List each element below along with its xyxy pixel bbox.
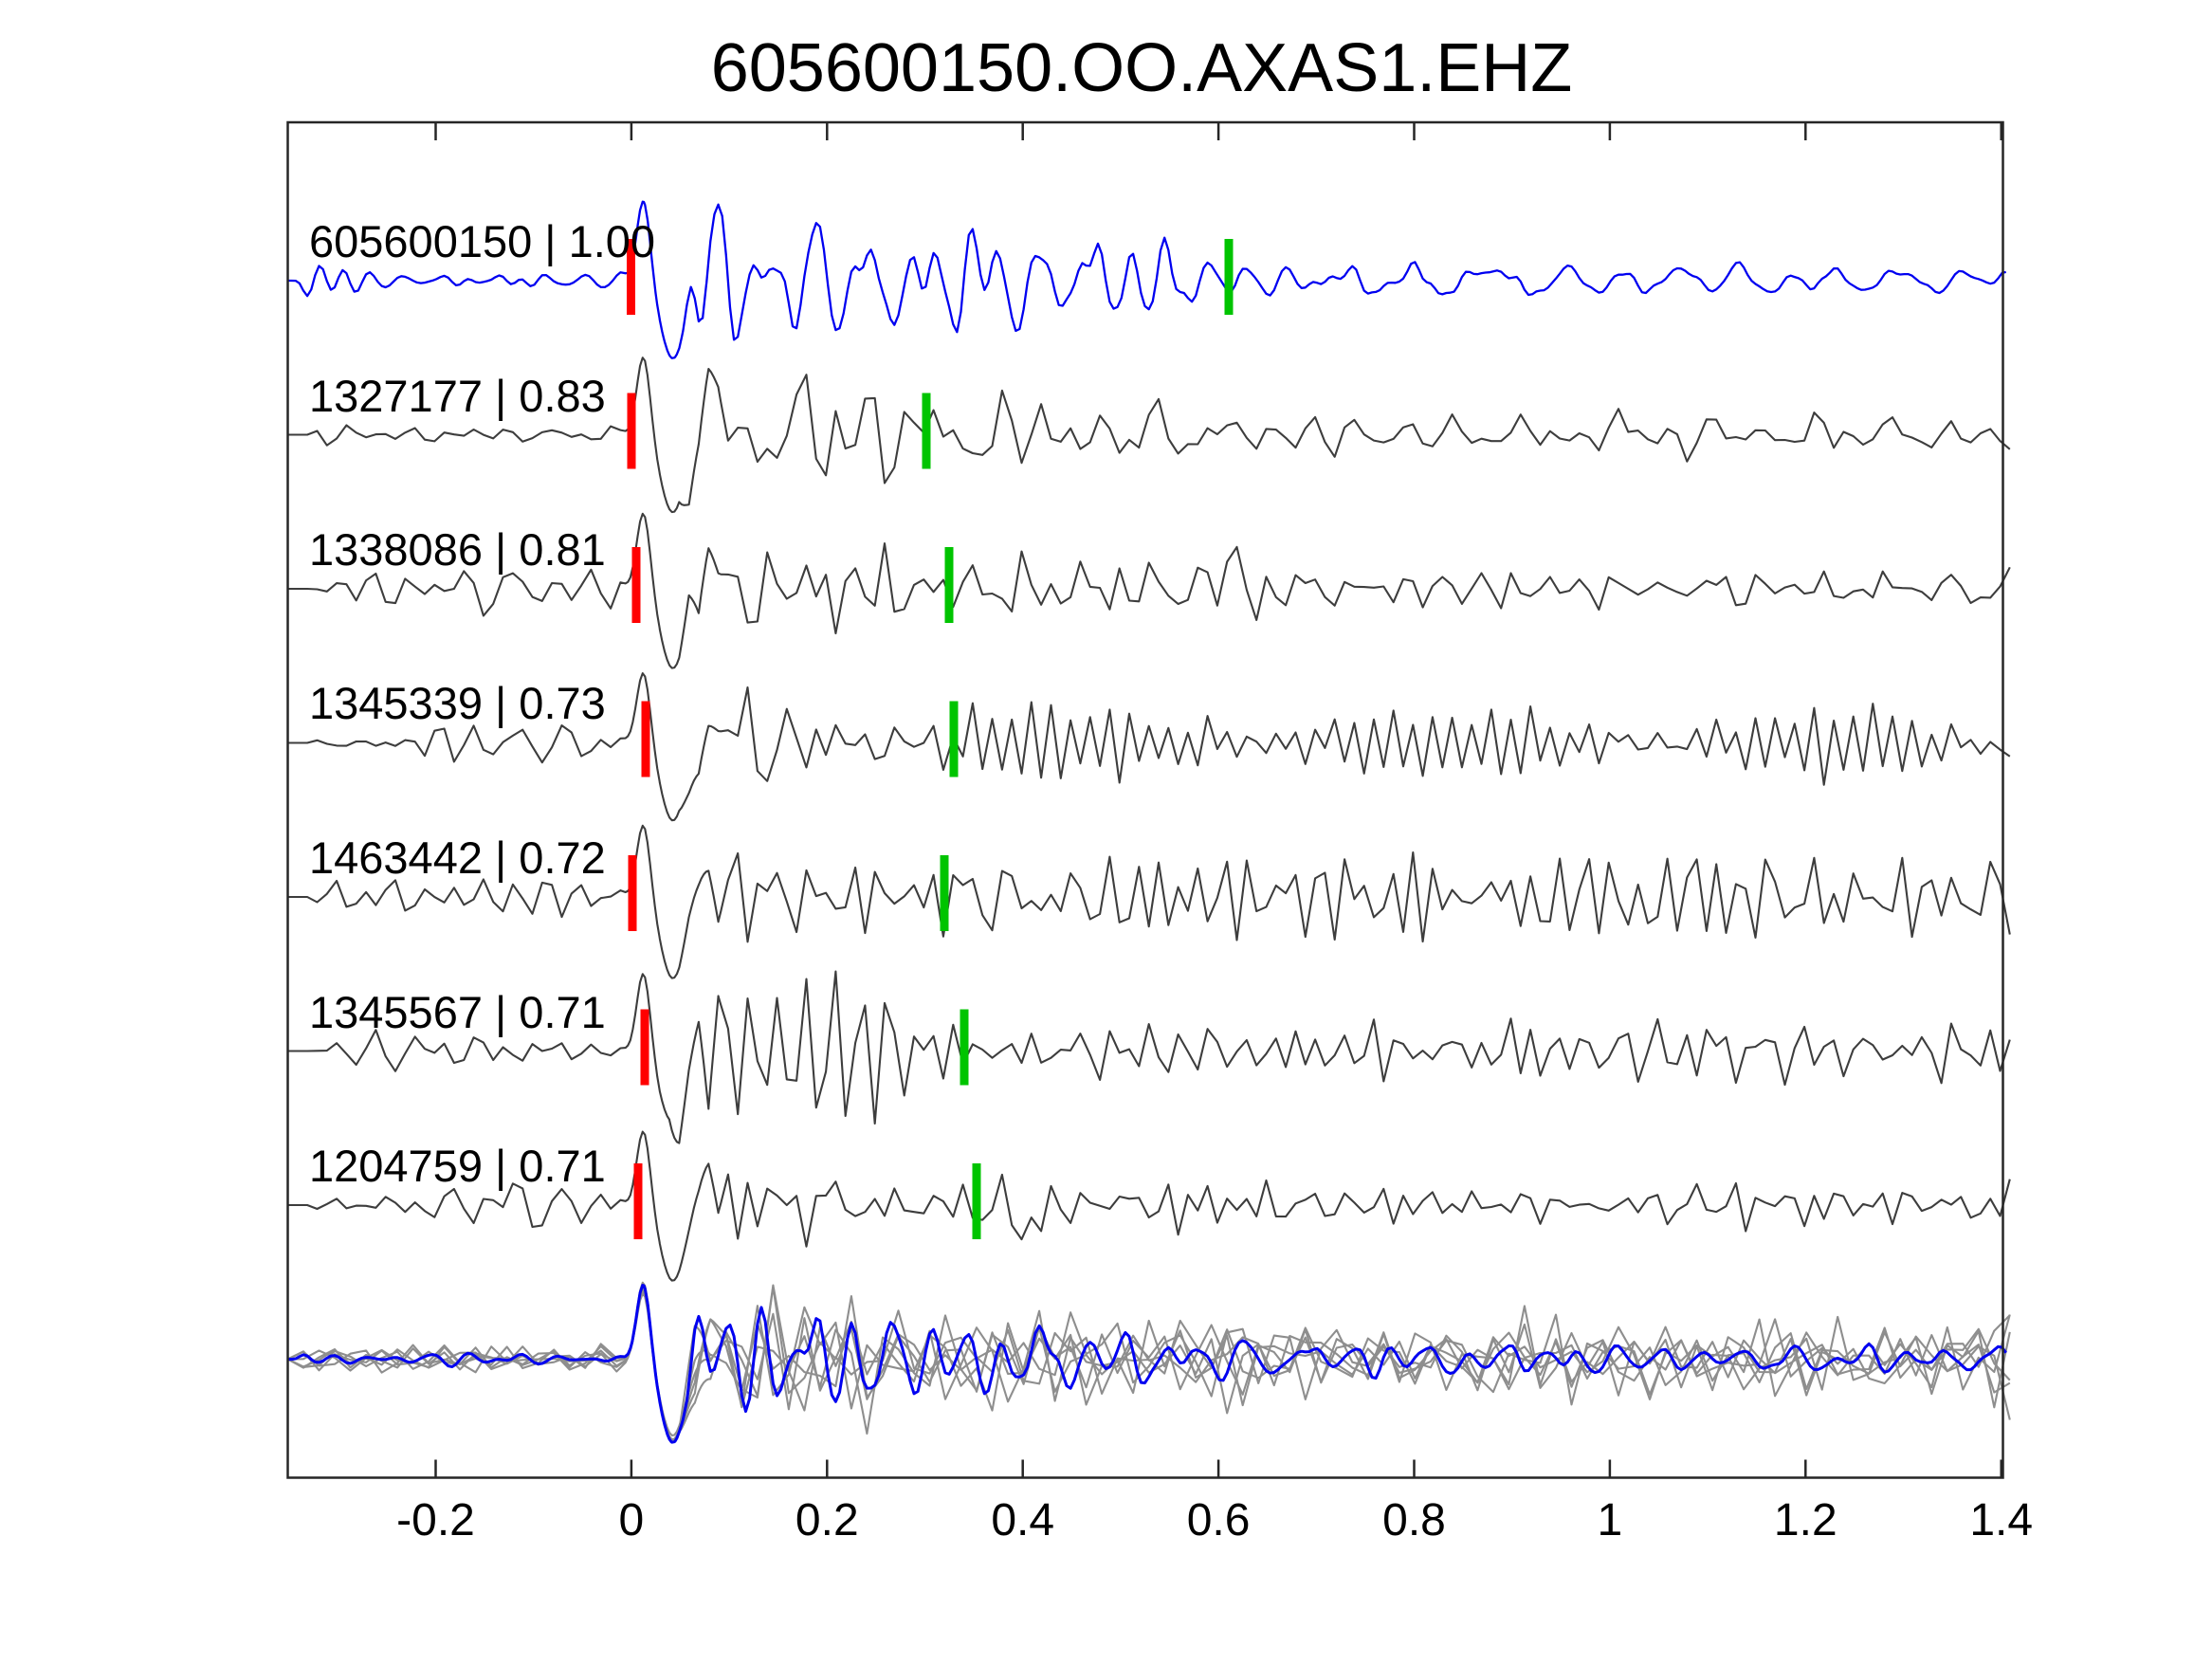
svg-text:0: 0 <box>619 1495 645 1545</box>
svg-text:1327177 | 0.83: 1327177 | 0.83 <box>309 371 606 421</box>
svg-text:0.8: 0.8 <box>1382 1495 1446 1545</box>
svg-text:1204759 | 0.71: 1204759 | 0.71 <box>309 1141 606 1191</box>
svg-text:-0.2: -0.2 <box>396 1495 475 1545</box>
svg-text:1: 1 <box>1598 1495 1623 1545</box>
svg-text:0.6: 0.6 <box>1187 1495 1251 1545</box>
svg-text:0.2: 0.2 <box>795 1495 859 1545</box>
svg-text:1.2: 1.2 <box>1774 1495 1837 1545</box>
svg-text:1463442 | 0.72: 1463442 | 0.72 <box>309 832 606 883</box>
svg-text:1345339 | 0.73: 1345339 | 0.73 <box>309 678 606 728</box>
svg-text:1338086 | 0.81: 1338086 | 0.81 <box>309 524 606 575</box>
svg-text:605600150 | 1.00: 605600150 | 1.00 <box>309 216 655 266</box>
svg-text:1345567 | 0.71: 1345567 | 0.71 <box>309 987 606 1037</box>
svg-text:605600150.OO.AXAS1.EHZ: 605600150.OO.AXAS1.EHZ <box>711 30 1573 106</box>
svg-text:1.4: 1.4 <box>1969 1495 2033 1545</box>
svg-text:0.4: 0.4 <box>991 1495 1054 1545</box>
